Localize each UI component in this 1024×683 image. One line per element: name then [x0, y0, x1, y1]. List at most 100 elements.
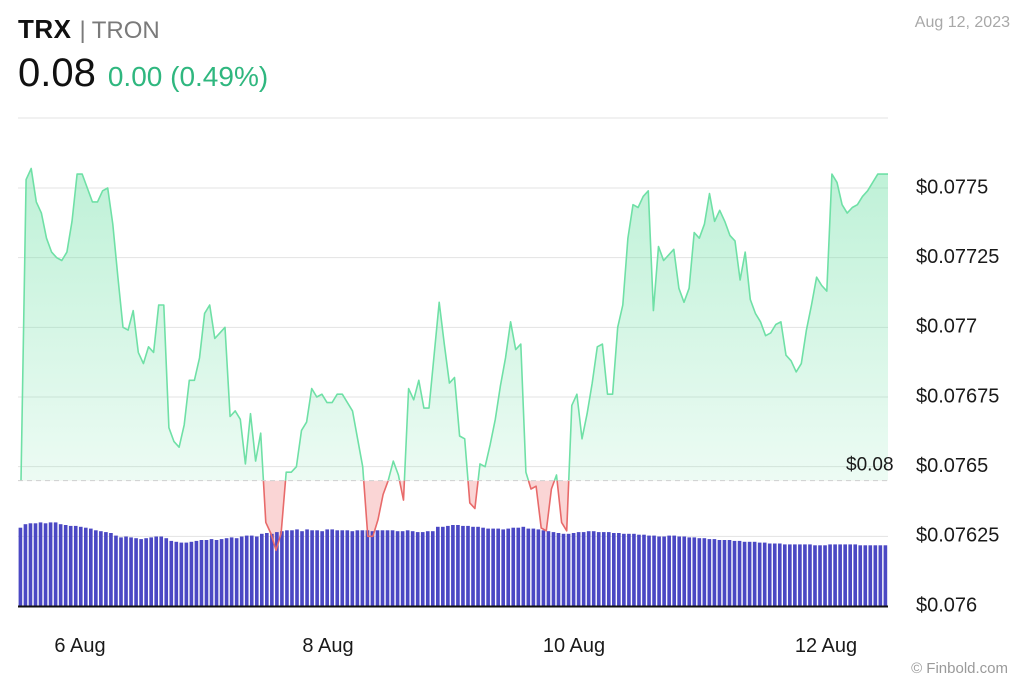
volume-bar — [838, 544, 842, 606]
volume-bar — [330, 529, 335, 606]
y-tick-label: $0.07675 — [916, 385, 999, 407]
volume-bar — [702, 538, 707, 606]
volume-bar — [471, 526, 475, 606]
volume-bar — [275, 532, 279, 606]
volume-bar — [873, 545, 878, 606]
volume-bar — [355, 530, 360, 606]
volume-bar — [833, 544, 837, 606]
volume-bar — [687, 537, 692, 606]
volume-bar — [697, 538, 702, 606]
volume-bar — [491, 528, 495, 606]
price-line-up — [20, 167, 888, 481]
volume-bar — [777, 543, 782, 606]
volume-bar — [596, 532, 601, 606]
volume-bar — [637, 534, 641, 606]
volume-bar — [395, 531, 400, 606]
y-tick-label: $0.0775 — [916, 176, 988, 198]
volume-bar — [290, 530, 294, 606]
ticker-name: TRON — [91, 17, 160, 44]
volume-bar — [139, 539, 143, 606]
volume-bar — [335, 530, 340, 606]
volume-bar — [566, 533, 571, 606]
ticker-separator: | — [79, 17, 86, 44]
volume-bar — [823, 545, 827, 606]
volume-bar — [546, 531, 551, 606]
volume-bar — [662, 536, 666, 606]
volume-bar — [23, 524, 28, 606]
volume-bar — [83, 527, 88, 606]
volume-bar — [144, 538, 148, 606]
volume-bar — [612, 533, 616, 606]
volume-bar — [863, 545, 868, 606]
volume-bar — [400, 531, 405, 606]
volume-bar — [677, 536, 682, 606]
volume-bar — [742, 541, 747, 606]
volume-bar — [53, 522, 58, 606]
volume-bar — [38, 522, 43, 606]
volume-bar — [365, 530, 370, 606]
reference-label: $0.08 — [846, 455, 894, 476]
volume-bar — [300, 531, 304, 606]
volume-bar — [808, 544, 812, 606]
volume-bar — [647, 535, 651, 606]
x-tick-label: 6 Aug — [54, 635, 105, 657]
volume-bar — [28, 523, 33, 606]
volume-bar — [360, 530, 365, 606]
volume-bar — [813, 545, 817, 606]
volume-bar — [159, 536, 164, 606]
y-axis-labels: $0.076 $0.07625 $0.0765 $0.07675 $0.077 $0.07… — [916, 176, 999, 616]
volume-bar — [772, 543, 777, 606]
volume-bar — [229, 537, 234, 606]
volume-bar — [531, 528, 536, 606]
volume-bar — [803, 544, 807, 606]
volume-bar — [496, 528, 500, 606]
volume-bar — [154, 536, 159, 606]
price-area-up — [21, 168, 888, 481]
volume-bar — [657, 536, 661, 606]
volume-bar — [430, 531, 435, 606]
volume-bar — [843, 544, 847, 606]
volume-bar — [270, 533, 274, 606]
volume-bar — [320, 531, 324, 606]
volume-bar — [692, 537, 697, 606]
volume-bar — [456, 525, 460, 606]
volume-bar — [501, 529, 505, 606]
volume-bar — [883, 545, 888, 606]
volume-bar — [94, 530, 98, 606]
volume-bar — [265, 533, 269, 606]
volume-bar — [68, 525, 73, 606]
volume-bar — [551, 532, 556, 606]
volume-bar — [722, 540, 727, 606]
volume-bar — [340, 530, 345, 606]
volume-bar — [285, 530, 289, 606]
volume-bar — [556, 533, 561, 606]
volume-bar — [134, 538, 138, 606]
volume-bar — [441, 526, 445, 606]
volume-bar — [757, 542, 762, 606]
volume-bar — [380, 530, 385, 606]
volume-bar — [254, 536, 259, 606]
volume-bar — [536, 529, 541, 606]
volume-bar — [581, 532, 586, 606]
volume-bar — [280, 531, 284, 606]
y-tick-label: $0.07625 — [916, 525, 999, 547]
volume-bar — [682, 536, 687, 606]
volume-bar — [667, 535, 671, 606]
volume-bar — [606, 532, 611, 606]
volume-bar — [199, 540, 204, 606]
price-area-down — [263, 480, 569, 551]
volume-bar — [350, 531, 355, 606]
volume-bar — [828, 544, 832, 606]
y-tick-label: $0.076 — [916, 594, 977, 616]
volume-bar — [878, 545, 883, 606]
volume-bar — [476, 526, 480, 606]
volume-bar — [295, 529, 299, 606]
volume-bar — [169, 540, 174, 606]
volume-bar — [521, 526, 526, 606]
volume-bar — [89, 528, 93, 606]
volume-bar — [174, 541, 179, 606]
volume-bar — [184, 542, 189, 606]
volume-bar — [204, 540, 209, 606]
volume-bar — [466, 525, 470, 606]
volume-bar — [415, 532, 420, 606]
